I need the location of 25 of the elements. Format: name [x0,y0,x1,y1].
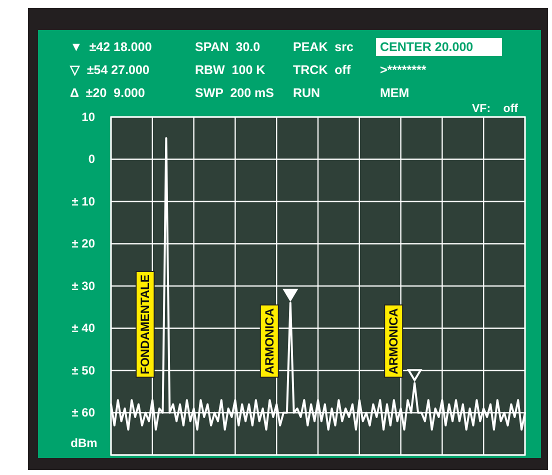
text: ▽ ±54 27.000 [69,63,150,77]
annotation: FONDAMENTALE [138,274,152,374]
text: ▼ ±42 18.000 [70,40,152,54]
y-tick-label: ± 40 [72,321,96,336]
y-tick-label: ± 60 [72,406,96,420]
text: MEM [380,86,410,100]
text: RUN [293,86,320,100]
y-tick-label: ± 30 [72,278,96,293]
text: VF: off [472,103,518,115]
text: TRCK off [293,63,352,77]
text: Δ ±20 9.000 [70,86,145,100]
y-tick-label: ± 20 [72,236,96,251]
annotation: ARMONICA [386,308,401,374]
y-axis-title: dBm [70,436,98,450]
text: SWP 200 mS [195,86,274,100]
text: SPAN 30.0 [195,40,260,54]
y-tick-label: 0 [88,152,96,166]
y-tick-label: ± 10 [72,194,96,208]
text: PEAK src [293,40,354,54]
text: >******** [380,63,426,77]
annotation: ARMONICA [262,308,276,374]
y-tick-label: 10 [82,110,96,124]
text: CENTER 20.000 [380,40,474,54]
text: RBW 100 K [195,63,266,77]
y-tick-label: ± 50 [72,363,96,378]
